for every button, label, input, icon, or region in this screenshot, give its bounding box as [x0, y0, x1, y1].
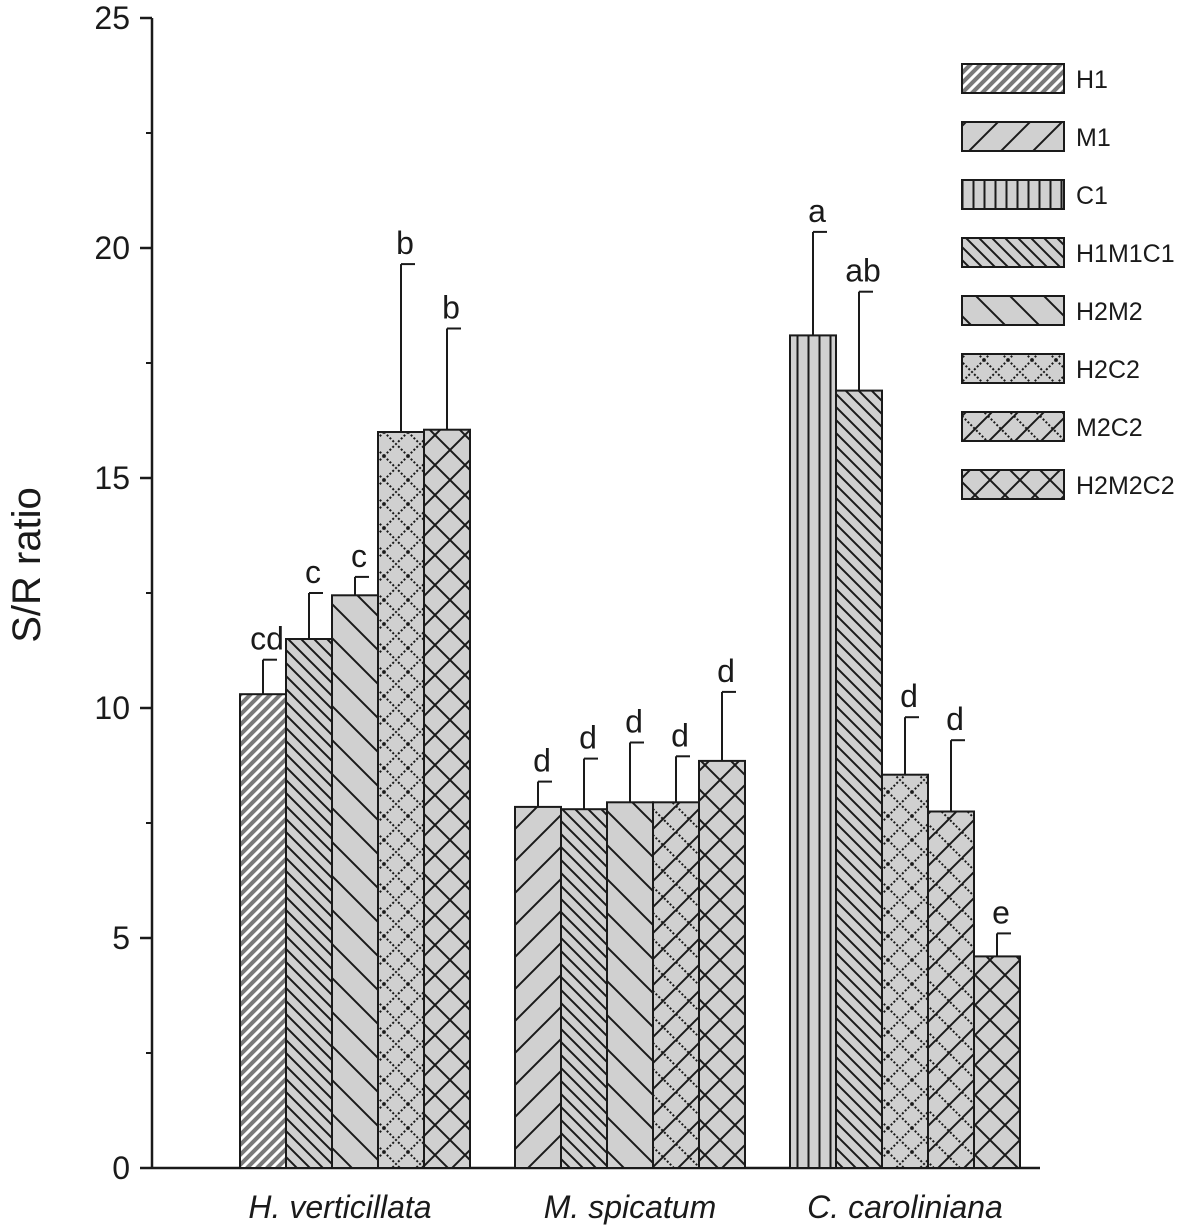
- bar-M2C2: [652, 801, 700, 1169]
- significance-label: c: [351, 538, 367, 574]
- y-axis-title: S/R ratio: [5, 487, 49, 643]
- y-tick-label: 5: [112, 920, 130, 956]
- legend-swatch: [961, 469, 1065, 500]
- bar-M1: [514, 805, 562, 1170]
- legend-swatch: [961, 63, 1065, 94]
- legend-swatch: [961, 179, 1065, 210]
- legend-label: H2M2: [1076, 298, 1143, 326]
- y-tick-label: 25: [94, 0, 130, 36]
- legend-item-M2C2: M2C2: [961, 411, 1143, 442]
- bar-H2C2: [881, 773, 929, 1169]
- legend-label: H2C2: [1076, 356, 1140, 384]
- bar-C1: [789, 334, 837, 1169]
- legend-label: C1: [1076, 182, 1108, 210]
- y-tick-label: 10: [94, 690, 130, 726]
- legend-swatch: [961, 411, 1065, 442]
- legend-swatch: [961, 353, 1065, 384]
- legend-swatch: [961, 295, 1065, 326]
- legend-label: M1: [1076, 124, 1111, 152]
- bar-H2M2C2: [423, 428, 471, 1169]
- legend-item-H1M1C1: H1M1C1: [961, 237, 1175, 268]
- legend-label: H1: [1076, 66, 1108, 94]
- significance-label: d: [900, 678, 918, 714]
- legend-item-C1: C1: [961, 179, 1108, 210]
- significance-label: e: [992, 894, 1010, 930]
- significance-label: d: [717, 653, 735, 689]
- legend-item-H2M2C2: H2M2C2: [961, 469, 1175, 500]
- bar-H1M1C1: [835, 389, 883, 1170]
- significance-label: a: [808, 193, 826, 229]
- legend-label: M2C2: [1076, 414, 1143, 442]
- x-category-label: C. caroliniana: [807, 1189, 1003, 1225]
- significance-label: d: [625, 704, 643, 740]
- significance-label: d: [579, 720, 597, 756]
- legend-label: H2M2C2: [1076, 472, 1175, 500]
- bar-group: dd d ddM. spicatum: [514, 653, 746, 1225]
- legend-swatch: [961, 121, 1065, 152]
- legend-swatch: [961, 237, 1065, 268]
- significance-label: d: [671, 717, 689, 753]
- bar-M2C2: [927, 810, 975, 1169]
- bar-H2M2C2: [698, 759, 746, 1170]
- y-tick-label: 20: [94, 230, 130, 266]
- legend-item-H2C2: H2C2: [961, 353, 1140, 384]
- y-tick-label: 15: [94, 460, 130, 496]
- bar-H2M2: [606, 801, 654, 1169]
- significance-label: b: [442, 290, 460, 326]
- bar-H1M1C1: [560, 808, 608, 1169]
- bar-H1M1C1: [285, 638, 333, 1169]
- legend-item-H1: H1: [961, 63, 1108, 94]
- significance-label: cd: [250, 621, 284, 657]
- bar-H2C2: [377, 431, 425, 1169]
- legend-label: H1M1C1: [1076, 240, 1175, 268]
- significance-label: c: [305, 554, 321, 590]
- significance-label: ab: [845, 253, 881, 289]
- significance-label: d: [946, 701, 964, 737]
- legend-item-M1: M1: [961, 121, 1111, 152]
- significance-label: b: [396, 225, 414, 261]
- legend-item-H2M2: H2M2: [961, 295, 1143, 326]
- x-category-label: H. verticillata: [248, 1189, 431, 1225]
- bar-H1: [239, 693, 287, 1169]
- significance-label: d: [533, 743, 551, 779]
- bar-H2M2C2: [973, 955, 1021, 1170]
- bar-H2M2: [331, 594, 379, 1169]
- y-tick-label: 0: [112, 1150, 130, 1186]
- bar-group: aab dd e C. caroliniana: [789, 193, 1021, 1225]
- x-category-label: M. spicatum: [544, 1189, 716, 1225]
